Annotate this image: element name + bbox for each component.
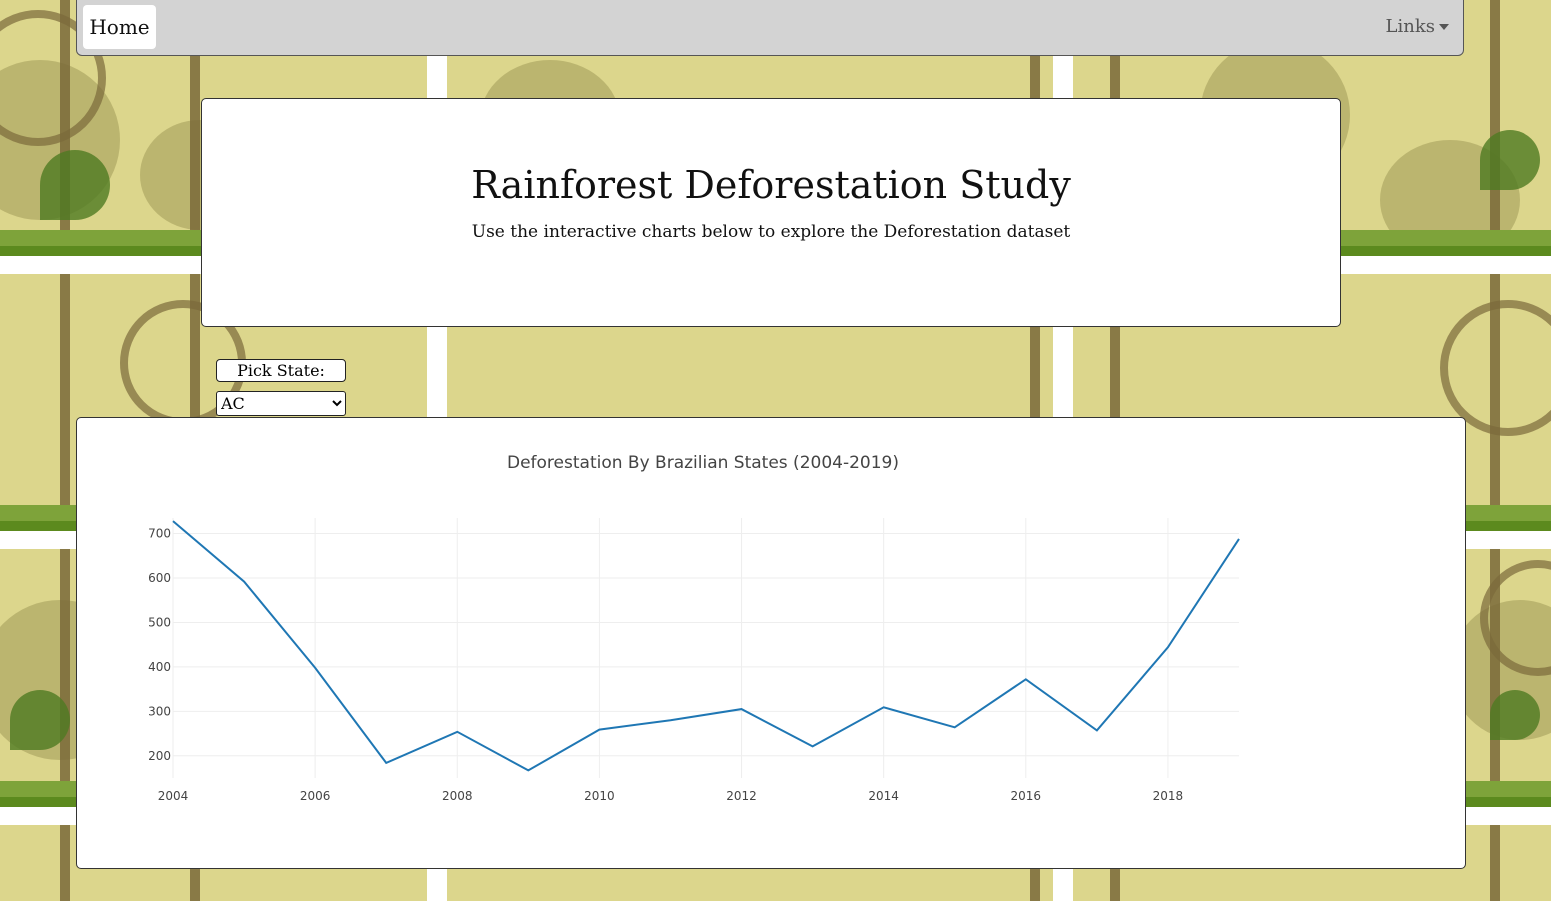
page-subtitle: Use the interactive charts below to expl…	[471, 222, 1071, 242]
x-tick-label: 2014	[868, 789, 899, 803]
data-point[interactable]	[1093, 726, 1101, 734]
caret-down-icon	[1439, 23, 1449, 30]
series-line[interactable]	[172, 520, 1240, 772]
data-point[interactable]	[524, 766, 532, 774]
data-point[interactable]	[951, 723, 959, 731]
y-tick-label: 700	[148, 527, 171, 541]
top-navbar: Home Links	[76, 0, 1464, 56]
data-point[interactable]	[240, 578, 248, 586]
x-tick-label: 2006	[300, 789, 331, 803]
y-axis-ticks: 200 300 400 500 600 700	[148, 527, 171, 763]
x-tick-label: 2012	[726, 789, 757, 803]
data-point[interactable]	[1164, 643, 1172, 651]
y-tick-label: 600	[148, 571, 171, 585]
x-axis-ticks: 2004 2006 2008 2010 2012 2014 2016 2018	[158, 789, 1183, 803]
data-point[interactable]	[666, 716, 674, 724]
data-point[interactable]	[453, 728, 461, 736]
data-point[interactable]	[738, 705, 746, 713]
data-point[interactable]	[1022, 675, 1030, 683]
header-card: Rainforest Deforestation Study Use the i…	[201, 98, 1341, 327]
x-tick-label: 2010	[584, 789, 615, 803]
data-point[interactable]	[809, 742, 817, 750]
y-tick-label: 200	[148, 749, 171, 763]
state-select[interactable]: AC	[216, 391, 346, 416]
x-tick-label: 2016	[1011, 789, 1042, 803]
deforestation-line-chart[interactable]: Deforestation By Brazilian States (2004-…	[77, 418, 1465, 868]
links-dropdown[interactable]: Links	[1386, 16, 1449, 37]
data-point[interactable]	[311, 664, 319, 672]
home-nav-button[interactable]: Home	[83, 5, 156, 49]
y-tick-label: 400	[148, 660, 171, 674]
x-tick-label: 2018	[1153, 789, 1184, 803]
x-tick-label: 2004	[158, 789, 189, 803]
page-title: Rainforest Deforestation Study	[471, 163, 1071, 207]
pick-state-label: Pick State:	[216, 359, 346, 382]
x-tick-label: 2008	[442, 789, 473, 803]
data-point[interactable]	[595, 726, 603, 734]
data-point[interactable]	[1235, 535, 1243, 543]
chart-card: Deforestation By Brazilian States (2004-…	[76, 417, 1466, 869]
chart-grid	[172, 518, 1239, 778]
chart-title: Deforestation By Brazilian States (2004-…	[507, 453, 899, 473]
links-dropdown-label: Links	[1385, 16, 1435, 37]
y-tick-label: 300	[148, 704, 171, 718]
y-tick-label: 500	[148, 615, 171, 629]
data-point[interactable]	[382, 759, 390, 767]
data-point[interactable]	[880, 703, 888, 711]
data-point[interactable]	[169, 517, 177, 525]
